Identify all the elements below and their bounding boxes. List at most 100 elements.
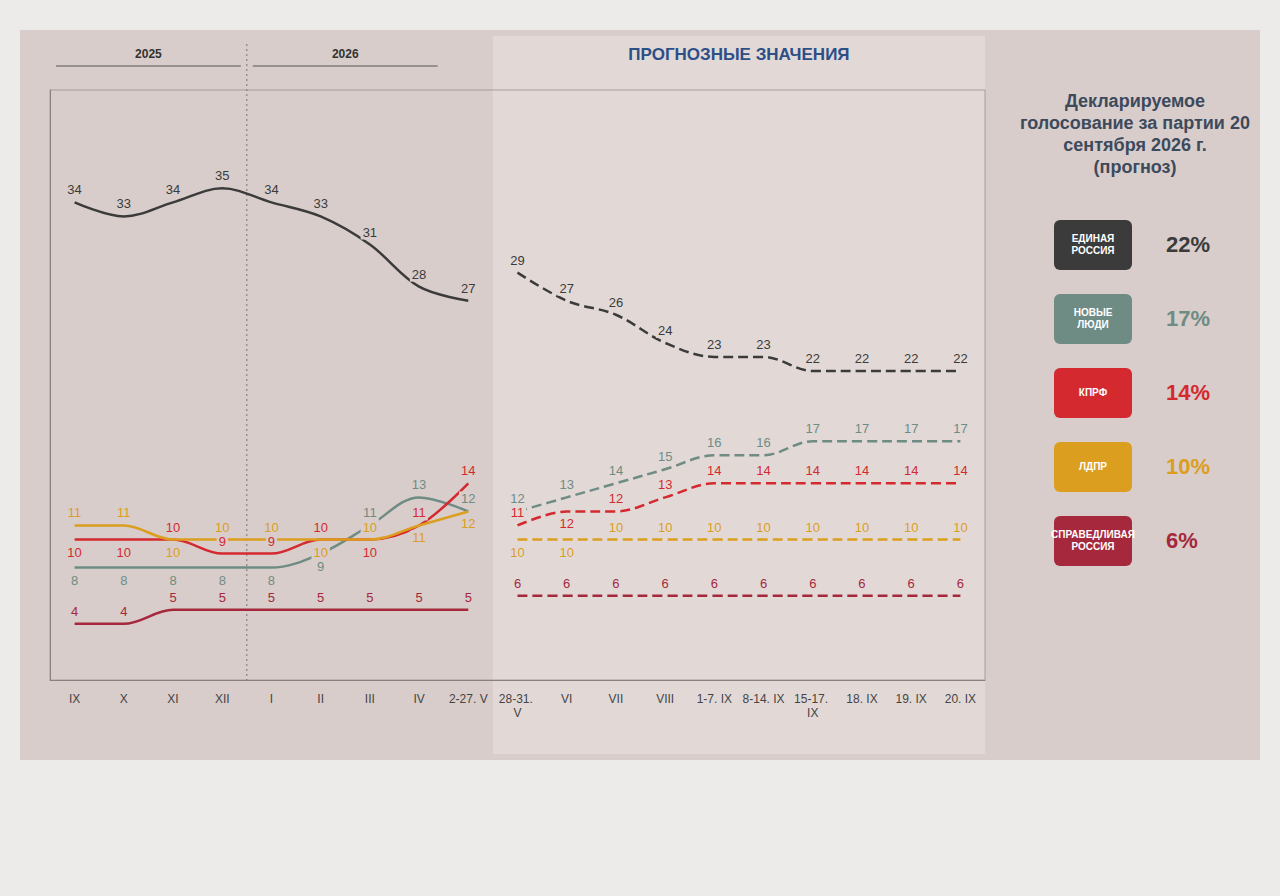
svg-text:6: 6 xyxy=(858,576,865,591)
svg-text:11: 11 xyxy=(117,505,130,520)
svg-text:10: 10 xyxy=(264,520,278,535)
svg-text:6: 6 xyxy=(809,576,816,591)
svg-text:15: 15 xyxy=(658,449,672,464)
svg-text:6: 6 xyxy=(662,576,669,591)
svg-text:8: 8 xyxy=(71,573,78,588)
svg-text:19. IX: 19. IX xyxy=(896,692,927,706)
svg-text:18. IX: 18. IX xyxy=(846,692,877,706)
svg-text:22: 22 xyxy=(953,351,967,366)
svg-text:22: 22 xyxy=(806,351,820,366)
svg-text:9: 9 xyxy=(219,534,226,549)
svg-text:12: 12 xyxy=(461,516,475,531)
svg-text:X: X xyxy=(120,692,128,706)
svg-text:10: 10 xyxy=(363,545,377,560)
svg-text:8: 8 xyxy=(268,573,275,588)
svg-text:11: 11 xyxy=(412,530,426,545)
svg-text:8: 8 xyxy=(120,573,127,588)
svg-text:10: 10 xyxy=(609,520,623,535)
svg-text:10: 10 xyxy=(658,520,672,535)
svg-text:9: 9 xyxy=(317,559,324,574)
svg-text:4: 4 xyxy=(120,604,127,619)
svg-text:10: 10 xyxy=(707,520,721,535)
svg-text:IV: IV xyxy=(413,692,424,706)
svg-text:10: 10 xyxy=(756,520,770,535)
svg-text:14: 14 xyxy=(461,463,475,478)
svg-text:12: 12 xyxy=(609,491,623,506)
svg-text:13: 13 xyxy=(559,477,573,492)
svg-text:27: 27 xyxy=(559,281,573,296)
svg-text:17: 17 xyxy=(806,421,820,436)
svg-text:XII: XII xyxy=(215,692,230,706)
svg-text:10: 10 xyxy=(806,520,820,535)
svg-text:28-31.: 28-31. xyxy=(499,692,536,706)
svg-text:2025: 2025 xyxy=(135,47,162,61)
svg-text:6: 6 xyxy=(612,576,619,591)
svg-text:10: 10 xyxy=(166,545,180,560)
svg-text:16: 16 xyxy=(707,435,721,450)
svg-text:8: 8 xyxy=(219,573,226,588)
svg-text:10: 10 xyxy=(953,520,967,535)
svg-text:34: 34 xyxy=(67,182,81,197)
svg-text:27: 27 xyxy=(461,281,475,296)
svg-text:5: 5 xyxy=(465,590,472,605)
svg-text:10: 10 xyxy=(117,545,131,560)
svg-text:20. IX: 20. IX xyxy=(945,692,976,706)
svg-text:12: 12 xyxy=(559,516,573,531)
svg-text:2-27. V: 2-27. V xyxy=(449,692,488,706)
svg-text:14: 14 xyxy=(953,463,967,478)
svg-text:14: 14 xyxy=(904,463,918,478)
svg-text:22: 22 xyxy=(855,351,869,366)
svg-text:10: 10 xyxy=(904,520,918,535)
svg-text:12: 12 xyxy=(510,491,524,506)
svg-text:34: 34 xyxy=(166,182,180,197)
svg-text:5: 5 xyxy=(366,590,373,605)
svg-text:23: 23 xyxy=(707,337,721,352)
svg-text:14: 14 xyxy=(806,463,820,478)
svg-text:6: 6 xyxy=(563,576,570,591)
svg-text:4: 4 xyxy=(71,604,78,619)
svg-text:6: 6 xyxy=(908,576,915,591)
svg-text:26: 26 xyxy=(609,295,623,310)
svg-text:6: 6 xyxy=(514,576,521,591)
svg-text:VIII: VIII xyxy=(656,692,674,706)
svg-text:23: 23 xyxy=(756,337,770,352)
svg-text:11: 11 xyxy=(511,505,525,520)
svg-text:22: 22 xyxy=(904,351,918,366)
svg-text:6: 6 xyxy=(760,576,767,591)
svg-text:33: 33 xyxy=(313,196,327,211)
svg-text:5: 5 xyxy=(317,590,324,605)
svg-text:15-17.: 15-17. xyxy=(794,692,831,706)
svg-text:35: 35 xyxy=(215,168,229,183)
svg-text:10: 10 xyxy=(855,520,869,535)
svg-text:10: 10 xyxy=(313,545,327,560)
svg-text:I: I xyxy=(270,692,273,706)
svg-text:6: 6 xyxy=(957,576,964,591)
svg-text:33: 33 xyxy=(117,196,131,211)
svg-text:10: 10 xyxy=(559,545,573,560)
svg-text:13: 13 xyxy=(658,477,672,492)
svg-text:5: 5 xyxy=(169,590,176,605)
svg-text:28: 28 xyxy=(412,267,426,282)
svg-text:10: 10 xyxy=(215,520,229,535)
svg-text:IX: IX xyxy=(807,706,818,720)
svg-text:11: 11 xyxy=(68,505,82,520)
svg-text:10: 10 xyxy=(363,520,377,535)
svg-text:10: 10 xyxy=(510,545,524,560)
svg-text:ПРОГНОЗНЫЕ ЗНАЧЕНИЯ: ПРОГНОЗНЫЕ ЗНАЧЕНИЯ xyxy=(628,45,849,64)
svg-text:10: 10 xyxy=(67,545,81,560)
svg-text:14: 14 xyxy=(855,463,869,478)
svg-text:8-14. IX: 8-14. IX xyxy=(743,692,785,706)
svg-text:11: 11 xyxy=(412,505,426,520)
svg-text:III: III xyxy=(365,692,375,706)
svg-text:1-7. IX: 1-7. IX xyxy=(697,692,732,706)
svg-text:2026: 2026 xyxy=(332,47,359,61)
svg-text:10: 10 xyxy=(166,520,180,535)
svg-text:10: 10 xyxy=(313,520,327,535)
svg-text:5: 5 xyxy=(415,590,422,605)
svg-text:IX: IX xyxy=(69,692,80,706)
svg-text:XI: XI xyxy=(167,692,178,706)
svg-text:12: 12 xyxy=(461,491,475,506)
svg-text:24: 24 xyxy=(658,323,672,338)
svg-text:34: 34 xyxy=(264,182,278,197)
svg-text:29: 29 xyxy=(510,253,524,268)
